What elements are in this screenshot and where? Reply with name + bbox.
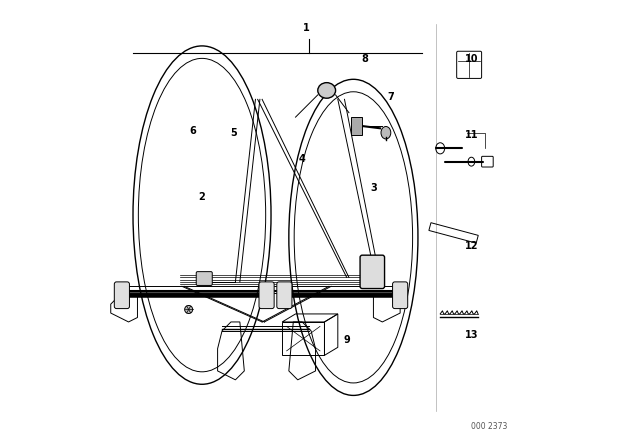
FancyBboxPatch shape bbox=[392, 282, 408, 309]
FancyBboxPatch shape bbox=[277, 282, 292, 309]
Ellipse shape bbox=[185, 306, 193, 314]
Text: 8: 8 bbox=[361, 54, 368, 64]
Text: 2: 2 bbox=[198, 192, 205, 202]
Text: 000 2373: 000 2373 bbox=[471, 422, 508, 431]
FancyBboxPatch shape bbox=[360, 255, 385, 289]
Ellipse shape bbox=[318, 82, 335, 98]
FancyBboxPatch shape bbox=[196, 271, 212, 285]
Bar bbox=[351, 117, 362, 135]
Text: 7: 7 bbox=[388, 92, 395, 102]
Text: 4: 4 bbox=[299, 155, 305, 164]
Text: 6: 6 bbox=[189, 125, 196, 135]
Text: 5: 5 bbox=[230, 128, 237, 138]
Text: 3: 3 bbox=[370, 183, 377, 194]
Text: 10: 10 bbox=[465, 54, 478, 64]
Ellipse shape bbox=[381, 126, 391, 139]
Text: 13: 13 bbox=[465, 330, 478, 340]
Text: 9: 9 bbox=[343, 335, 350, 345]
Text: 11: 11 bbox=[465, 130, 478, 140]
FancyBboxPatch shape bbox=[115, 282, 129, 309]
Text: 12: 12 bbox=[465, 241, 478, 251]
FancyBboxPatch shape bbox=[259, 282, 274, 309]
Text: 1: 1 bbox=[303, 23, 310, 33]
